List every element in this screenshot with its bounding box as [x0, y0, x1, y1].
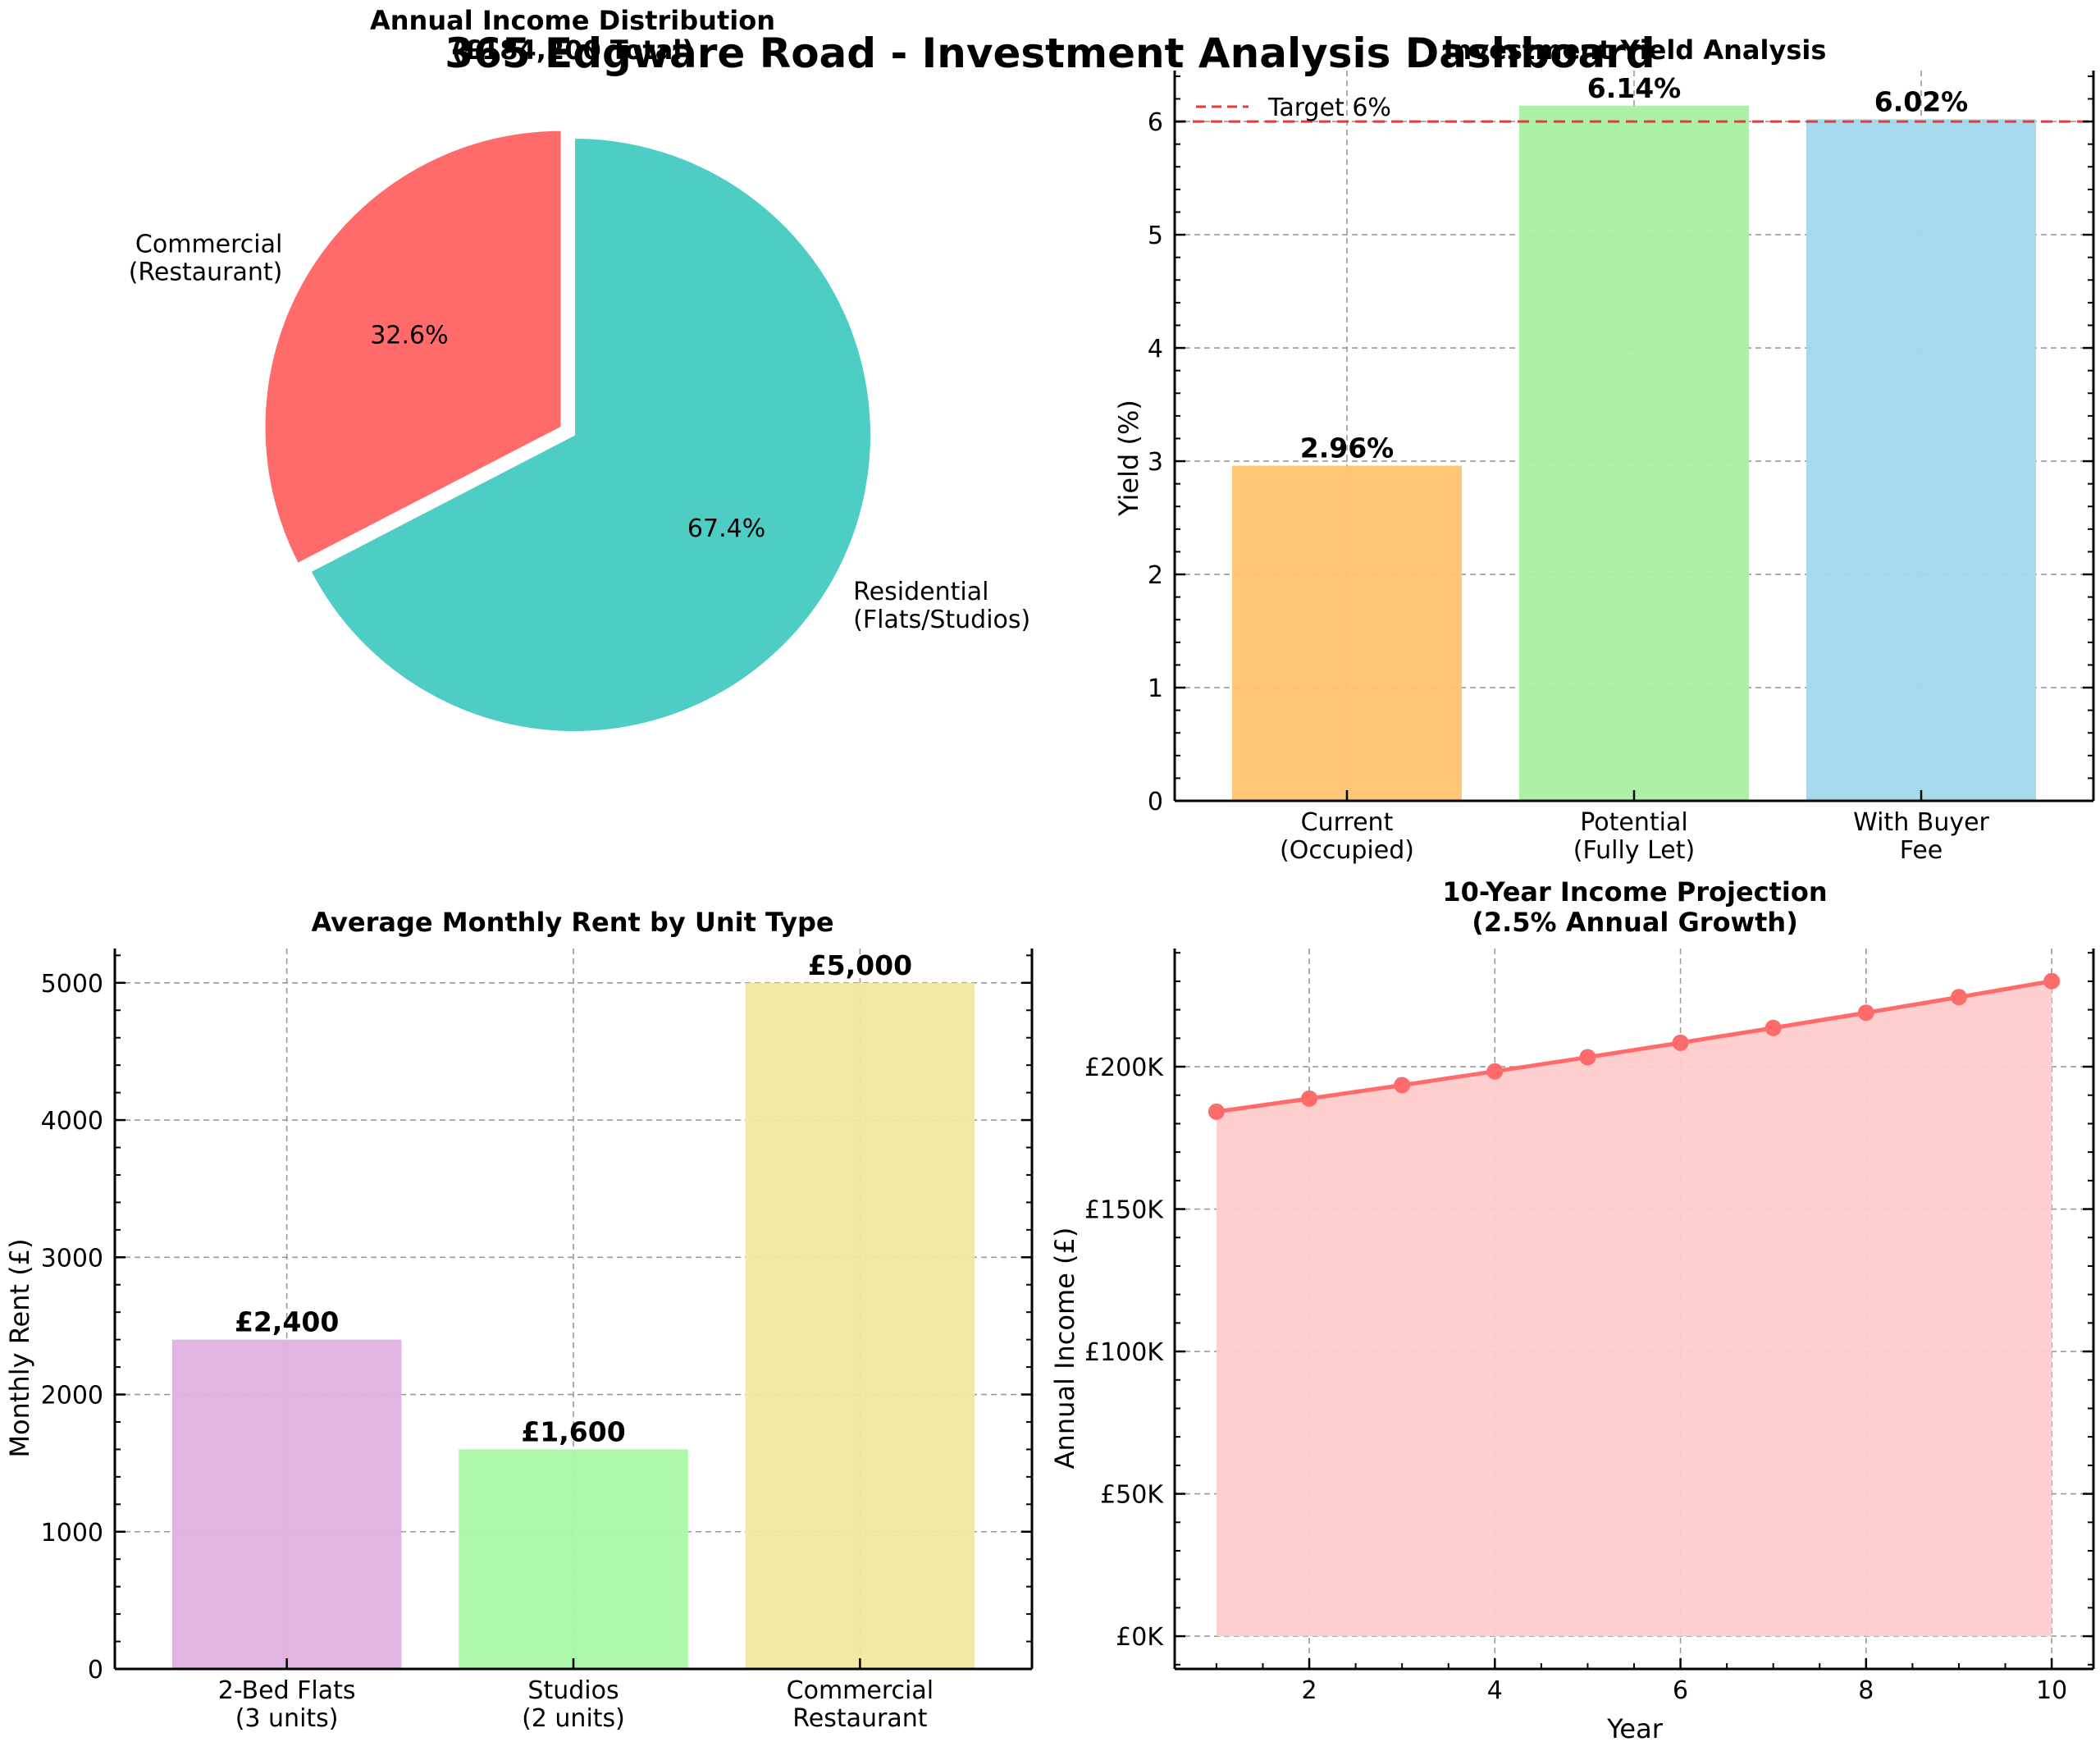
rent-bar-0	[171, 1339, 402, 1669]
pie-percent-label-1: 67.4%	[687, 514, 765, 543]
pie-slices	[263, 129, 872, 733]
projection-point-8	[1950, 989, 1967, 1006]
projection-xtick-label: 4	[1487, 1676, 1503, 1705]
rent-bar-panel: Average Monthly Rent by Unit Type £2,400…	[4, 907, 1034, 1733]
pie-slice-1	[309, 136, 872, 733]
projection-point-3	[1486, 1063, 1504, 1080]
rent-ytick-label: 4000	[41, 1107, 103, 1136]
yield-bar-2	[1806, 119, 2036, 802]
projection-point-1	[1301, 1090, 1318, 1107]
yield-value-label-1: 6.14%	[1587, 72, 1682, 104]
rent-xtick-label-2: Commercial Restaurant	[787, 1676, 934, 1733]
rent-ytick-label: 2000	[41, 1382, 103, 1410]
rent-chart-title: Average Monthly Rent by Unit Type	[311, 907, 833, 938]
yield-chart-title: Investment Yield Analysis	[1444, 34, 1827, 66]
yield-bar-0	[1232, 465, 1462, 801]
pie-slice-0	[263, 129, 563, 565]
yield-ytick-label: 3	[1148, 448, 1163, 477]
yield-xtick-label-1: Potential (Fully Let)	[1573, 808, 1695, 865]
projection-line	[1216, 979, 2052, 1114]
rent-value-label-0: £2,400	[235, 1306, 339, 1338]
projection-point-9	[2043, 972, 2061, 990]
projection-title: 10-Year Income Projection	[1442, 876, 1827, 908]
projection-point-5	[1672, 1034, 1689, 1051]
rent-ytick-label: 1000	[41, 1519, 103, 1548]
yield-bars: 2.96% 6.14% 6.02%	[1232, 72, 2036, 802]
projection-xtick-label: 6	[1673, 1676, 1688, 1705]
projection-xtick-label: 10	[2036, 1676, 2067, 1705]
projection-ylabel: Annual Income (£)	[1049, 1228, 1080, 1470]
projection-ytick-label: £200K	[1084, 1054, 1164, 1082]
rent-bar-1	[459, 1449, 688, 1669]
projection-axes: £0K £50K £100K £150K £200K 2 4 6 8 10	[1084, 949, 2095, 1705]
rent-ytick-label: 3000	[41, 1244, 103, 1273]
projection-point-6	[1764, 1019, 1782, 1036]
yield-ytick-label: 6	[1148, 108, 1163, 137]
projection-panel: 10-Year Income Projection (2.5% Annual G…	[1049, 876, 2095, 1744]
yield-legend: Target 6%	[1196, 94, 1391, 122]
projection-xtick-label: 8	[1858, 1676, 1874, 1705]
yield-ylabel: Yield (%)	[1113, 400, 1144, 517]
yield-ytick-label: 4	[1148, 335, 1163, 363]
pie-category-label-0: Commercial (Restaurant)	[129, 231, 283, 287]
yield-xtick-label-2: With Buyer Fee	[1853, 808, 1989, 865]
yield-axes: 0 1 2 3 4 5 6 Current (Occupied) Potential (Fully …	[1148, 71, 2095, 865]
projection-area-fill	[1216, 981, 2052, 1637]
yield-xtick-label-0: Current (Occupied)	[1280, 808, 1414, 865]
yield-ytick-label: 2	[1148, 561, 1163, 590]
projection-xlabel: Year	[1606, 1713, 1664, 1744]
projection-point-4	[1579, 1049, 1596, 1066]
figure-title: 365 Edgware Road - Investment Analysis D…	[445, 30, 1655, 77]
rent-value-label-2: £5,000	[808, 949, 912, 981]
rent-ylabel: Monthly Rent (£)	[4, 1238, 35, 1457]
projection-ytick-label: £150K	[1084, 1196, 1164, 1225]
pie-labels: 32.6% Commercial (Restaurant) 67.4% Resident…	[129, 231, 1031, 634]
pie-percent-label-0: 32.6%	[370, 322, 448, 350]
income-pie-panel: Annual Income Distribution (£184,200 Tot…	[129, 5, 1031, 733]
rent-axes: 0 1000 2000 3000 4000 5000 2-Bed Flats (3 units…	[41, 949, 1034, 1733]
yield-bar-1	[1519, 105, 1749, 801]
yield-value-label-2: 6.02%	[1874, 85, 1969, 117]
projection-point-0	[1208, 1103, 1225, 1120]
legend-target-label: Target 6%	[1267, 94, 1391, 122]
rent-value-label-1: £1,600	[521, 1415, 625, 1447]
rent-ytick-label: 5000	[41, 970, 103, 999]
yield-ytick-label: 5	[1148, 222, 1163, 250]
projection-point-7	[1857, 1004, 1874, 1022]
yield-ytick-label: 0	[1148, 788, 1163, 816]
income-pie-title: Annual Income Distribution	[370, 5, 775, 36]
projection-subtitle: (2.5% Annual Growth)	[1472, 907, 1798, 938]
rent-ytick-label: 0	[88, 1656, 103, 1685]
projection-ytick-label: £100K	[1084, 1338, 1164, 1367]
projection-ytick-label: £50K	[1100, 1481, 1164, 1510]
projection-ytick-label: £0K	[1116, 1623, 1164, 1652]
projection-xtick-label: 2	[1301, 1676, 1317, 1705]
yield-value-label-0: 2.96%	[1300, 432, 1395, 464]
projection-point-2	[1394, 1077, 1411, 1094]
projection-series	[1208, 972, 2061, 1637]
income-pie-subtitle: (£184,200 Total)	[451, 34, 694, 66]
rent-xtick-label-0: 2-Bed Flats (3 units)	[218, 1676, 356, 1733]
rent-xtick-label-1: Studios (2 units)	[522, 1676, 625, 1733]
yield-ytick-label: 1	[1148, 674, 1163, 703]
yield-bar-panel: Investment Yield Analysis 2.96% 6.14% 6.02…	[1113, 34, 2095, 865]
rent-bar-2	[745, 982, 975, 1669]
rent-bars: £2,400 £1,600 £5,000	[171, 949, 975, 1669]
pie-category-label-1: Residential (Flats/Studios)	[853, 578, 1030, 634]
